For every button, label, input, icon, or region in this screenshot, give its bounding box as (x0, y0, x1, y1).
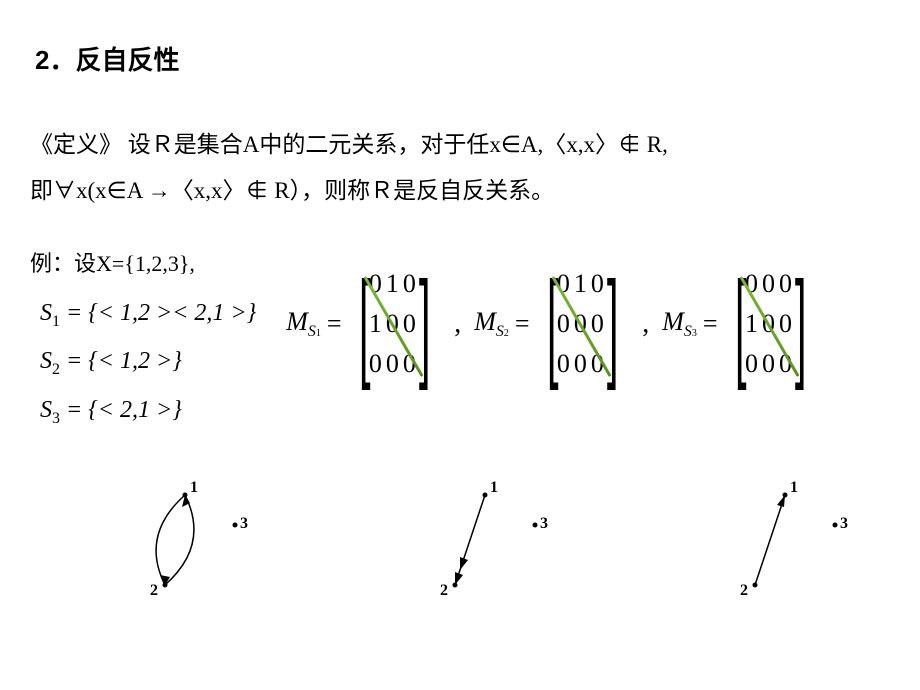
example-row: 例：设X={1,2,3}, S1 = {< 1,2 >< 2,1 >} S2 =… (30, 244, 890, 435)
svg-text:1: 1 (190, 480, 198, 496)
svg-text:3: 3 (540, 515, 548, 532)
svg-text:1: 1 (490, 480, 498, 496)
matrices-block: MS1 = [ 010 100 000 ] , MS2 = [ 01 (286, 269, 817, 379)
graph-2: 1 2 3 (410, 480, 590, 600)
svg-text:2: 2 (150, 582, 158, 599)
sets-block: 例：设X={1,2,3}, S1 = {< 1,2 >< 2,1 >} S2 =… (30, 244, 256, 435)
set-s3: S3 = {< 2,1 >} (40, 386, 256, 435)
svg-text:2: 2 (740, 582, 748, 599)
definition-block: 《定义》 设Ｒ是集合A中的二元关系，对于任x∈A,〈x,x〉∉ R, 即∀x(x… (30, 122, 890, 214)
definition-line1: 《定义》 设Ｒ是集合A中的二元关系，对于任x∈A,〈x,x〉∉ R, (30, 122, 890, 168)
svg-text:3: 3 (240, 515, 248, 532)
section-title: 2．反自反性 (35, 40, 890, 77)
set-s2: S2 = {< 1,2 >} (40, 337, 256, 386)
set-s1: S1 = {< 1,2 >< 2,1 >} (40, 289, 256, 338)
svg-text:2: 2 (440, 582, 448, 599)
matrix-1: MS1 = [ 010 100 000 ] (286, 269, 441, 379)
matrix-2: MS2 = [ 010 000 000 ] (474, 269, 629, 379)
graphs-row: 1 2 3 1 2 3 1 2 (110, 480, 890, 600)
svg-text:3: 3 (840, 515, 848, 532)
definition-line2: 即∀x(x∈A →〈x,x〉∉ R），则称Ｒ是反自反关系。 (30, 168, 890, 214)
matrix-3: MS3 = [ 000 100 000 ] (662, 269, 817, 379)
svg-text:1: 1 (790, 480, 798, 496)
example-label: 例：设X={1,2,3}, (30, 244, 256, 284)
graph-1: 1 2 3 (110, 480, 290, 600)
graph-3: 1 2 3 (710, 480, 890, 600)
